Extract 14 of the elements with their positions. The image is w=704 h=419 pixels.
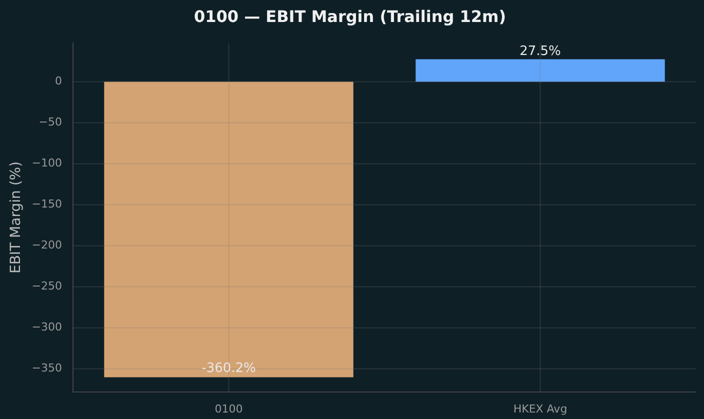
y-tick-label: −200 xyxy=(32,238,62,252)
y-tick-label: −150 xyxy=(32,198,62,211)
data-label: 27.5% xyxy=(520,44,561,60)
y-tick-label: −100 xyxy=(32,156,62,170)
y-tick-label: −50 xyxy=(38,116,62,129)
chart-title: 0100 — EBIT Margin (Trailing 12m) xyxy=(194,6,506,26)
y-axis-title: EBIT Margin (%) xyxy=(8,161,24,274)
y-tick-label: −350 xyxy=(32,362,62,375)
y-tick-label: 0 xyxy=(55,74,62,88)
x-tick-label: HKEX Avg xyxy=(513,402,568,416)
data-label: -360.2% xyxy=(202,361,256,376)
y-tick-label: −250 xyxy=(32,280,62,293)
y-tick-label: −300 xyxy=(32,320,62,334)
x-tick-label: 0100 xyxy=(214,402,243,416)
